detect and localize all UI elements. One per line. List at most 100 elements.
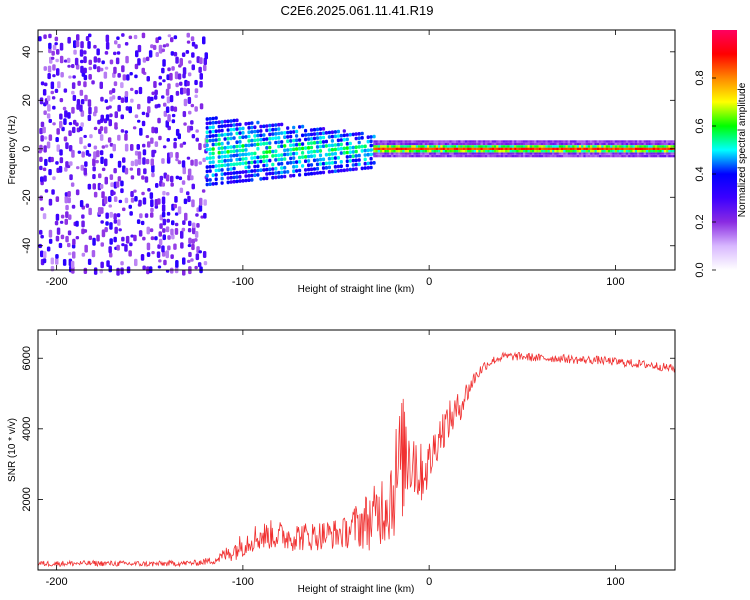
spectrogram-cell [561,150,564,153]
spectrogram-cell [619,147,622,150]
spectrogram-cell [404,150,407,153]
spectrogram-cell [134,114,139,119]
spectrogram-cell [217,155,221,159]
spectrogram-cell [277,157,281,162]
spectrogram-cell [637,140,640,143]
spectrogram-cell [64,110,68,118]
spectrogram-cell [220,124,224,128]
spectrogram-cell [360,149,364,153]
spectrogram-cell [516,147,519,150]
spectrogram-cell [438,140,441,143]
spectrogram-cell [295,169,299,173]
spectrogram-cell [309,141,314,145]
spectrogram-cell [458,140,461,143]
spectrogram-cell [391,154,394,158]
spectrogram-cell [59,120,63,129]
spectrogram-cell [587,154,591,158]
spectrogram-cell [529,145,533,148]
spectrogram-cell [238,140,242,144]
spectrogram-cell [480,147,483,150]
spectrogram-cell [543,147,546,150]
spectrogram-cell [223,163,227,167]
spectrogram-cell [56,144,60,152]
spectrogram-cell [473,140,477,143]
spectrogram-cell [68,130,72,137]
spectrogram-cell [397,152,401,155]
spectrogram-cell [105,221,109,226]
spectrogram-cell [182,166,186,175]
spectrogram-cell [552,147,555,150]
spectrogram-cell [435,145,439,148]
colorbar-label: Normalized spectral amplitude [737,82,748,217]
spectrogram-cell [489,150,492,153]
spectrogram-cell [543,150,546,153]
spectrogram-cell [271,167,275,171]
spectrogram-cell [71,149,75,158]
spectrogram-cell [473,152,477,155]
spectrogram-cell [137,167,141,176]
spectrogram-cell [196,56,200,64]
spectrogram-cell [654,142,658,146]
spectrogram-cell [610,147,613,150]
spectrogram-cell [661,154,664,158]
spectrogram-cell [418,147,421,150]
spectrogram-cell [93,44,97,49]
spectrogram-cell [558,142,562,146]
spectrogram-cell [500,140,504,143]
spectrogram-cell [534,154,537,158]
spectrogram-cell [124,244,128,252]
spectrogram-cell [372,134,376,139]
spectrogram-cell [507,154,510,158]
spectrogram-cell [442,152,445,155]
spectrogram-cell [543,154,546,158]
spectrogram-cell [366,152,370,157]
spectrogram-cell [318,144,323,149]
spectrogram-cell [180,230,184,239]
spectrogram-cell [307,163,311,167]
spectrogram-cell [52,64,56,71]
spectrogram-cell [77,80,81,86]
spectrogram-cell [167,114,171,122]
spectrogram-cell [424,140,428,143]
snr-x-tick-label: 0 [426,576,432,588]
spectrogram-cell [163,259,167,266]
spectrogram-cell [440,152,443,155]
spectrogram-cell [188,220,192,227]
spectrogram-cell [456,152,459,155]
spectrogram-cell [402,145,405,148]
spectrogram-cell [482,145,486,148]
spectrogram-cell [223,132,227,137]
spectrogram-cell [62,259,67,266]
spectrogram-cell [572,150,575,153]
snr-x-tick-label: -100 [232,576,254,588]
spectrogram-cell [170,254,174,259]
spectrogram-cell [244,178,248,183]
spectrogram-cell [220,176,224,181]
spectrogram-cell [223,172,227,176]
spectrogram-cell [182,87,187,94]
spectrogram-cell [69,161,73,166]
spectrogram-cell [268,128,272,132]
spectrogram-cell [256,129,260,134]
spectrogram-cell [229,162,233,167]
spectrogram-cell [175,158,179,162]
spectrogram-cell [67,191,71,197]
spectrogram-cell [583,142,586,146]
spectrogram-cell [556,142,559,146]
spectrogram-cell [540,147,544,150]
spectrogram-cell [134,258,138,267]
spectrogram-cell [330,169,334,174]
spectrogram-cell [75,220,79,227]
spectrogram-cell [567,150,571,153]
spectrogram-cell [570,150,573,153]
spectrogram-cell [429,152,432,155]
spectrogram-cell [154,141,159,147]
spectrogram-cell [527,154,530,158]
spectrogram-cell [191,199,195,208]
spectrogram-cell [327,156,331,161]
spectrogram-cell [124,197,129,204]
spectrogram-cell [619,152,622,155]
spectrogram-cell [134,159,138,167]
spectrogram-cell [182,257,186,265]
